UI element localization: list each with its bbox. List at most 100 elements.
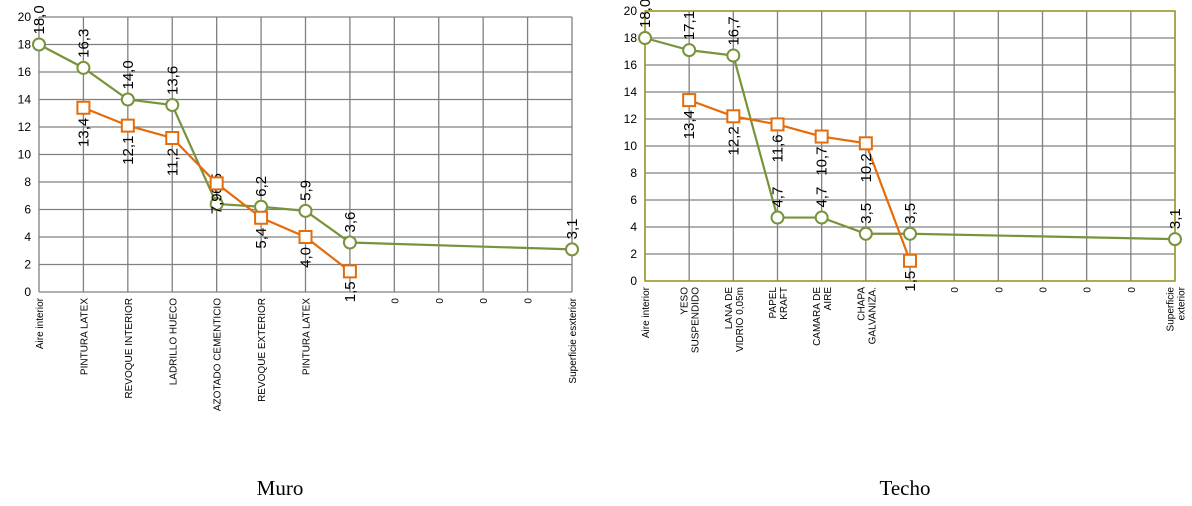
muro-point-orange	[344, 265, 356, 277]
muro-point-green	[122, 94, 134, 106]
techo-ytick-label: 18	[624, 31, 638, 45]
muro-category-label: 0	[390, 298, 401, 304]
muro-data-label: 7,9	[209, 193, 226, 214]
techo-point-orange	[772, 118, 784, 130]
techo-data-label: 10,2	[858, 153, 875, 182]
techo-category-label: KRAFT	[779, 287, 790, 320]
techo-point-green	[816, 212, 828, 224]
muro-data-label: 16,3	[75, 29, 92, 58]
techo-category-label: Superficie	[1166, 287, 1177, 332]
techo-ytick-label: 2	[630, 247, 637, 261]
muro-data-label: 11,2	[164, 148, 181, 176]
techo-data-label: 3,5	[858, 203, 875, 224]
techo-point-green	[639, 32, 651, 44]
techo-point-green	[727, 50, 739, 62]
techo-ytick-label: 8	[630, 166, 637, 180]
techo-data-label: 17,1	[681, 11, 698, 40]
muro-data-label: 12,1	[120, 136, 137, 165]
muro-category-label: PINTURA LATEX	[79, 298, 90, 375]
muro-point-green	[33, 39, 45, 51]
techo-ytick-label: 6	[630, 193, 637, 207]
techo-point-green	[772, 212, 784, 224]
muro-point-green	[300, 205, 312, 217]
muro-category-label: REVOQUE EXTERIOR	[257, 298, 268, 402]
techo-point-orange	[904, 255, 916, 267]
muro-data-label: 5,4	[253, 228, 270, 249]
muro-category-label: 0	[524, 298, 535, 304]
muro-data-label: 1,5	[342, 281, 359, 302]
muro-point-orange	[77, 102, 89, 114]
techo-data-label: 16,7	[725, 16, 742, 45]
muro-ytick-label: 0	[24, 285, 31, 299]
techo-point-orange	[860, 137, 872, 149]
muro-point-orange	[255, 212, 267, 224]
techo-ytick-label: 20	[624, 4, 638, 18]
muro-data-label: 6,2	[253, 176, 270, 197]
muro-category-label: LADRILLO HUECO	[168, 298, 179, 385]
techo-category-label: exterior	[1177, 286, 1188, 320]
techo-point-orange	[683, 94, 695, 106]
muro-data-label: 3,1	[564, 219, 581, 240]
muro-ytick-label: 16	[18, 65, 32, 79]
muro-ytick-label: 12	[18, 120, 32, 134]
techo-category-label: 0	[1083, 287, 1094, 293]
muro-point-green	[344, 237, 356, 249]
techo-category-label: GALVANIZA.	[867, 287, 878, 344]
techo-point-orange	[816, 131, 828, 143]
techo-category-label: AIRE	[823, 287, 834, 311]
muro-ytick-label: 4	[24, 230, 31, 244]
muro-category-label: REVOQUE INTERIOR	[124, 298, 135, 399]
muro-point-green	[77, 62, 89, 74]
techo-data-label: 3,1	[1167, 208, 1184, 229]
techo-category-label: LANA DE	[724, 287, 735, 330]
techo-category-label: 0	[950, 287, 961, 293]
techo-data-label: 10,7	[814, 147, 831, 176]
techo-category-label: 0	[994, 287, 1005, 293]
techo-category-label: PAPEL	[768, 287, 779, 319]
techo-point-green	[904, 228, 916, 240]
techo-data-label: 11,6	[770, 134, 787, 162]
techo-ytick-label: 0	[630, 274, 637, 288]
techo-point-green	[1169, 233, 1181, 245]
techo-point-orange	[727, 110, 739, 122]
muro-category-label: 0	[435, 298, 446, 304]
muro-data-label: 3,6	[342, 212, 359, 233]
techo-point-green	[683, 44, 695, 56]
muro-point-green	[166, 99, 178, 111]
techo-ytick-label: 16	[624, 58, 638, 72]
techo-data-label: 13,4	[681, 110, 698, 139]
techo-category-label: Aire interior	[641, 286, 652, 338]
muro-category-label: AZOTADO CEMENTICIO	[213, 298, 224, 411]
muro-category-label: 0	[479, 298, 490, 304]
muro-point-orange	[211, 177, 223, 189]
techo-data-label: 4,7	[770, 187, 787, 208]
techo-data-label: 12,2	[725, 126, 742, 155]
techo-ytick-label: 12	[624, 112, 638, 126]
muro-chart: 0 2 4 6 8 10 12 14 16 18 20 Aire interior PINTURA LA…	[18, 5, 581, 411]
muro-ytick-label: 14	[18, 93, 32, 107]
techo-category-label: YESO	[680, 287, 691, 315]
muro-ytick-label: 20	[18, 10, 32, 24]
techo-ytick-label: 10	[624, 139, 638, 153]
techo-category-label: CAMARA DE	[812, 287, 823, 346]
muro-point-orange	[300, 231, 312, 243]
techo-category-label: VIDRIO 0,05m	[735, 287, 746, 352]
techo-chart: 0 2 4 6 8 10 12 14 16 18 20 Aire interior YESO SUSPEN…	[624, 0, 1188, 353]
techo-category-label: 0	[1039, 287, 1050, 293]
muro-ytick-label: 8	[24, 175, 31, 189]
muro-point-orange	[166, 132, 178, 144]
muro-ytick-label: 10	[18, 148, 32, 162]
muro-category-label: Superficie esxterior	[568, 297, 579, 383]
muro-data-label: 4,0	[298, 247, 315, 268]
muro-category-label: PINTURA LATEX	[302, 298, 313, 375]
muro-data-label: 13,6	[164, 66, 181, 95]
muro-data-label: 18,0	[31, 5, 48, 34]
muro-data-label: 13,4	[75, 118, 92, 147]
techo-category-label: 0	[1127, 287, 1138, 293]
techo-data-label: 3,5	[902, 203, 919, 224]
techo-ytick-label: 14	[624, 85, 638, 99]
techo-point-green	[860, 228, 872, 240]
techo-ytick-label: 4	[630, 220, 637, 234]
muro-data-label: 14,0	[120, 60, 137, 89]
techo-category-label: CHAPA	[856, 287, 867, 321]
